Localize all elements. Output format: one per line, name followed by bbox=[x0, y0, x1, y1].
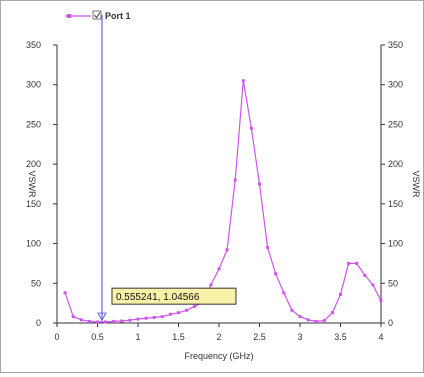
cursor[interactable]: 0.555241, 1.04566 bbox=[97, 15, 237, 323]
x-tick-label: 1 bbox=[135, 332, 140, 342]
y-tick-label-right: 50 bbox=[388, 278, 398, 288]
legend-marker bbox=[67, 14, 71, 18]
series-point bbox=[330, 311, 334, 315]
y-tick-label-right: 250 bbox=[388, 119, 403, 129]
cursor-readout: 0.555241, 1.04566 bbox=[116, 292, 200, 303]
series-point bbox=[266, 246, 270, 250]
y-tick-label-left: 100 bbox=[26, 239, 41, 249]
plot-area bbox=[56, 45, 382, 324]
series-point bbox=[144, 316, 148, 320]
series-point bbox=[63, 291, 67, 295]
series-point bbox=[363, 273, 367, 277]
series-point bbox=[112, 319, 116, 323]
y-tick-label-left: 300 bbox=[26, 80, 41, 90]
x-tick-label: 2 bbox=[216, 332, 221, 342]
series-point bbox=[306, 318, 310, 322]
series-point bbox=[71, 315, 75, 319]
legend-checkbox[interactable] bbox=[92, 10, 102, 20]
series-point bbox=[314, 319, 318, 323]
x-ticks: 0 0.5 1 1.5 2 2.5 3 3.5 4 bbox=[54, 323, 384, 342]
series-point bbox=[79, 318, 83, 322]
legend-label: Port 1 bbox=[105, 11, 131, 21]
y-tick-label-right: 300 bbox=[388, 80, 403, 90]
series-point bbox=[104, 320, 108, 324]
y-tick-label-right: 0 bbox=[388, 318, 393, 328]
series-point bbox=[339, 292, 342, 296]
cursor-readout-box bbox=[111, 287, 237, 305]
series-point bbox=[185, 308, 189, 312]
series-layer bbox=[63, 79, 383, 324]
series-point bbox=[120, 319, 124, 323]
legend-check-icon bbox=[94, 12, 101, 19]
series-point bbox=[290, 308, 294, 312]
x-tick-label: 1.5 bbox=[172, 332, 185, 342]
legend[interactable]: Port 1 bbox=[65, 10, 131, 21]
x-tick-label: 0 bbox=[54, 332, 59, 342]
y-tick-label-right: 200 bbox=[388, 159, 403, 169]
series-point bbox=[177, 311, 180, 315]
y-axis-title-left: VSWR bbox=[27, 171, 37, 199]
series-point bbox=[209, 283, 213, 287]
series-point bbox=[258, 182, 261, 186]
x-tick-label: 3 bbox=[297, 332, 302, 342]
x-tick-label: 2.5 bbox=[253, 332, 266, 342]
y-axis-title-right: VSWR bbox=[411, 171, 421, 199]
y-ticks-left: 0 50 100 150 200 250 300 350 bbox=[26, 40, 57, 328]
series-point bbox=[282, 291, 286, 295]
series-point bbox=[379, 299, 383, 303]
y-tick-label-left: 350 bbox=[26, 40, 41, 50]
y-tick-label-left: 0 bbox=[36, 318, 41, 328]
series-point bbox=[347, 261, 351, 265]
series-point bbox=[128, 318, 132, 322]
y-tick-label-left: 150 bbox=[26, 199, 41, 209]
series-point bbox=[160, 315, 164, 319]
series-point bbox=[136, 317, 140, 321]
series-point bbox=[274, 272, 278, 276]
x-axis-title: Frequency (GHz) bbox=[184, 351, 253, 361]
y-tick-label-right: 100 bbox=[388, 239, 403, 249]
series-point bbox=[87, 319, 91, 323]
x-tick-label: 3.5 bbox=[334, 332, 347, 342]
y-tick-label-right: 350 bbox=[388, 40, 403, 50]
series-point bbox=[355, 261, 359, 265]
y-tick-label-left: 200 bbox=[26, 159, 41, 169]
x-tick-label: 4 bbox=[378, 332, 383, 342]
series-point bbox=[168, 312, 172, 316]
series-line-port-1 bbox=[64, 80, 382, 323]
series-point bbox=[217, 267, 221, 271]
series-point bbox=[96, 320, 99, 324]
y-tick-label-right: 150 bbox=[388, 199, 403, 209]
cursor-marker-icon[interactable] bbox=[97, 312, 107, 322]
series-point bbox=[371, 283, 375, 287]
x-tick-label: 0.5 bbox=[91, 332, 104, 342]
series-point bbox=[249, 126, 253, 130]
series-point bbox=[322, 319, 326, 323]
series-point bbox=[298, 315, 302, 319]
series-point bbox=[225, 248, 229, 252]
y-tick-label-left: 50 bbox=[31, 278, 41, 288]
series-point bbox=[193, 304, 197, 308]
series-point bbox=[152, 315, 156, 319]
y-tick-label-left: 250 bbox=[26, 119, 41, 129]
series-points-port-1 bbox=[63, 79, 383, 324]
y-ticks-right: 0 50 100 150 200 250 300 350 bbox=[381, 40, 403, 328]
series-point bbox=[233, 178, 237, 182]
series-point bbox=[241, 79, 245, 83]
